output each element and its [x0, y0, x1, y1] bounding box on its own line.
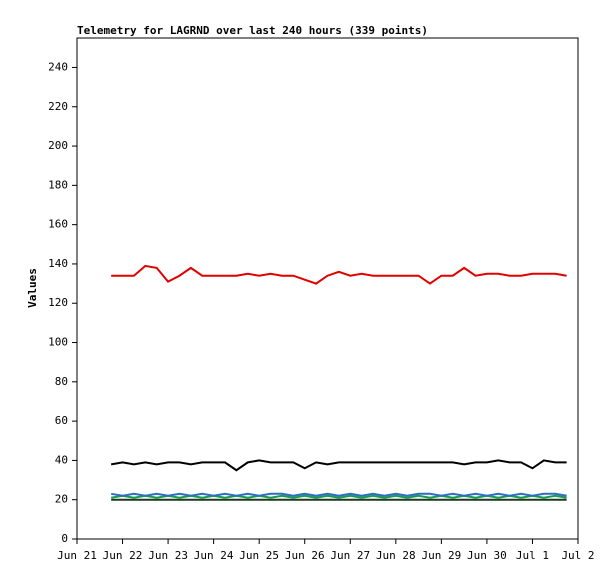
y-tick-label: 180: [48, 178, 68, 191]
y-tick-label: 60: [55, 414, 68, 427]
x-tick-label: Jun 23: [148, 549, 188, 562]
x-tick-label: Jun 29: [421, 549, 461, 562]
y-axis-label: Values: [26, 268, 39, 308]
y-tick-label: 100: [48, 336, 68, 349]
chart-title: Telemetry for LAGRND over last 240 hours…: [77, 24, 428, 37]
x-tick-label: Jun 30: [467, 549, 507, 562]
x-tick-label: Jun 21: [57, 549, 97, 562]
x-tick-label: Jun 22: [103, 549, 143, 562]
y-tick-label: 240: [48, 60, 68, 73]
series-line: [111, 264, 567, 285]
series-line: [110, 494, 567, 499]
y-tick-label: 40: [55, 453, 68, 466]
y-tick-label: 80: [55, 375, 68, 388]
x-tick-label: Jun 25: [239, 549, 279, 562]
y-tick-label: 20: [55, 493, 68, 506]
x-tick-label: Jun 26: [285, 549, 325, 562]
y-tick-label: 160: [48, 218, 68, 231]
x-tick-label: Jul 1: [516, 549, 549, 562]
x-tick-label: Jun 28: [376, 549, 416, 562]
series-line: [110, 492, 567, 497]
x-tick-label: Jun 27: [330, 549, 370, 562]
x-tick-label: Jun 24: [194, 549, 234, 562]
x-tick-label: Jul 2: [561, 549, 594, 562]
y-tick-label: 220: [48, 100, 68, 113]
y-tick-label: 120: [48, 296, 68, 309]
y-tick-label: 0: [61, 532, 68, 545]
y-tick-label: 200: [48, 139, 68, 152]
plot-frame: [76, 37, 579, 540]
y-tick-label: 140: [48, 257, 68, 270]
series-line: [110, 459, 567, 472]
